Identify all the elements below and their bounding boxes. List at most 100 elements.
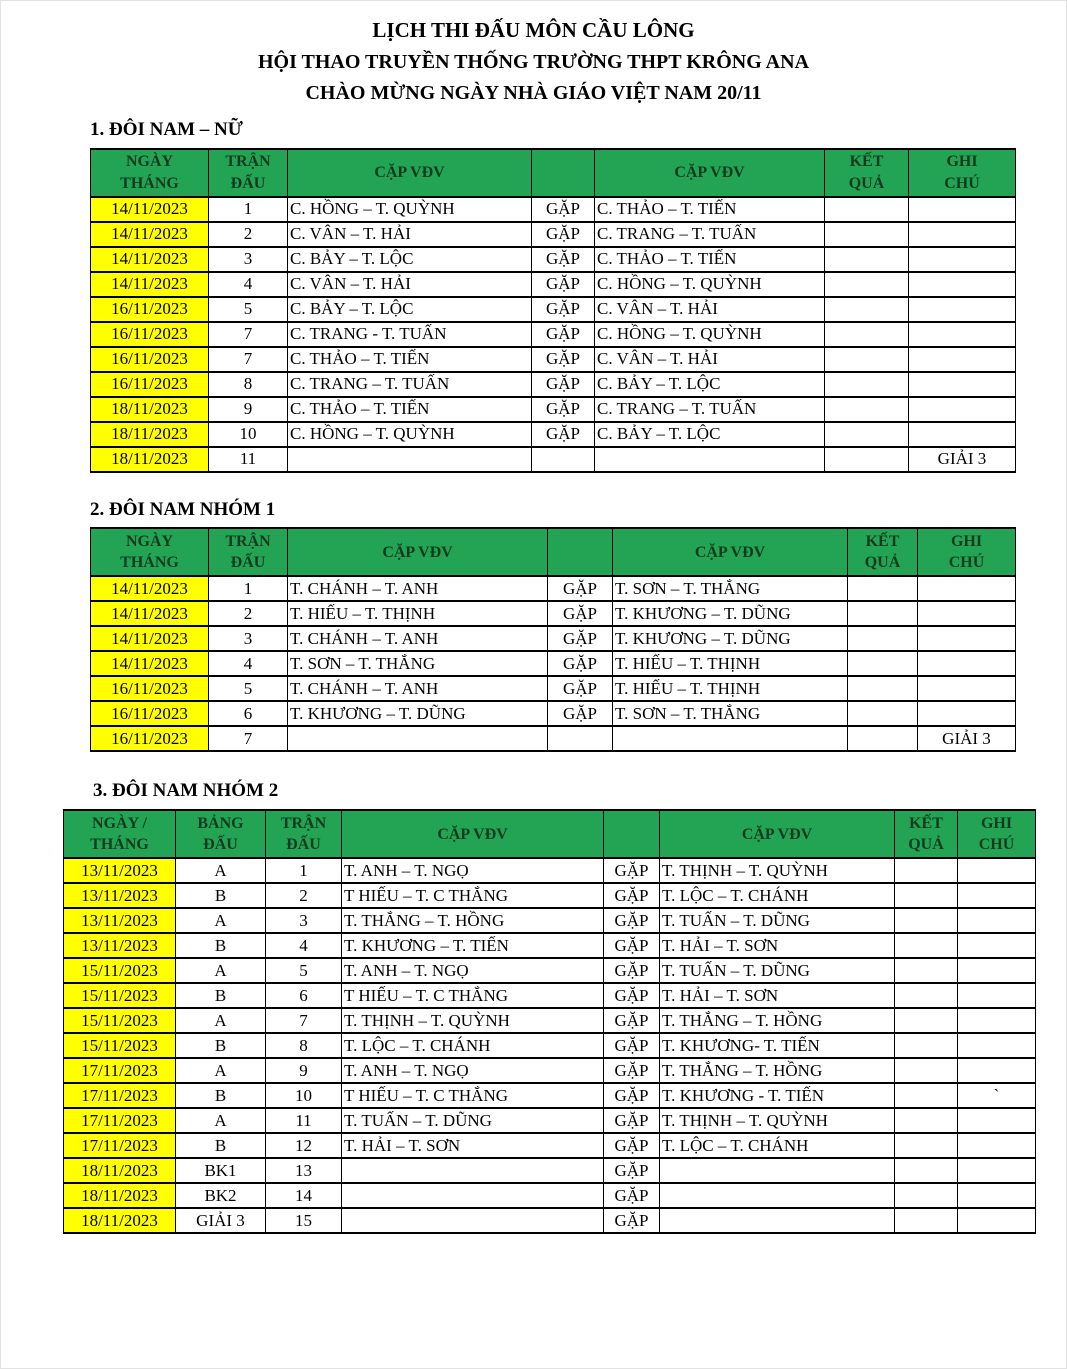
section-doi-nam-nhom-1: 2. ĐÔI NAM NHÓM 1 NGÀY THÁNG TRẬN ĐẤU CẶP … <box>1 499 1066 753</box>
column-header: CẶP VĐV <box>612 527 848 578</box>
cell-date: 15/11/2023 <box>63 957 176 985</box>
cell-vs: GẶP <box>603 1132 660 1160</box>
cell-vs: GẶP <box>531 195 595 223</box>
cell-pair: T HIẾU – T. C THẮNG <box>341 1082 604 1110</box>
column-header: BẢNG ĐẤU <box>175 809 266 860</box>
cell-note <box>908 195 1016 223</box>
cell-note <box>908 245 1016 273</box>
document-header: LỊCH THI ĐẤU MÔN CẦU LÔNG HỘI THAO TRUYỀ… <box>1 1 1066 110</box>
section-title: 1. ĐÔI NAM – NỮ <box>90 118 243 140</box>
cell-result <box>894 1182 958 1210</box>
table-row: 14/11/2023 3 C. BẢY – T. LỘC GẶP C. THẢO – T… <box>90 245 1016 273</box>
cell-center: A <box>175 957 266 985</box>
cell-vs: GẶP <box>531 295 595 323</box>
cell-pair: C. TRANG – T. TUẤN <box>287 370 532 398</box>
cell-pair: C. TRANG – T. TUẤN <box>594 395 825 423</box>
cell-pair: C. BẢY – T. LỘC <box>287 245 532 273</box>
cell-date: 14/11/2023 <box>90 625 209 653</box>
cell-pair <box>659 1182 895 1210</box>
cell-vs: GẶP <box>547 700 613 728</box>
table-row: 14/11/2023 4 C. VÂN – T. HẢI GẶP C. HỒNG – T… <box>90 270 1016 298</box>
cell-result <box>847 625 918 653</box>
cell-pair: C. BẢY – T. LỘC <box>594 370 825 398</box>
column-header: GHI CHÚ <box>957 809 1036 860</box>
cell-result <box>824 245 909 273</box>
cell-center: 3 <box>208 245 288 273</box>
cell-vs: GẶP <box>603 1182 660 1210</box>
cell-center: 7 <box>208 345 288 373</box>
column-header: CẶP VĐV <box>287 147 532 198</box>
cell-note <box>957 1157 1036 1185</box>
cell-vs <box>531 445 595 473</box>
cell-pair: C. VÂN – T. HẢI <box>287 270 532 298</box>
table-row: 13/11/2023 A 3 T. THẮNG – T. HỒNG GẶP T. TUẤN… <box>63 907 1036 935</box>
cell-center: 2 <box>265 882 342 910</box>
cell-pair <box>594 445 825 473</box>
cell-center: 6 <box>208 700 288 728</box>
cell-result <box>894 932 958 960</box>
cell-vs: GẶP <box>603 907 660 935</box>
cell-pair: T. LỘC – T. CHÁNH <box>659 882 895 910</box>
header-row: NGÀY / THÁNG BẢNG ĐẤU TRẬN ĐẤU CẶP VĐV CẶP V… <box>63 809 1036 860</box>
cell-date: 15/11/2023 <box>63 1007 176 1035</box>
cell-center: B <box>175 1082 266 1110</box>
cell-vs: GẶP <box>603 882 660 910</box>
cell-date: 14/11/2023 <box>90 195 209 223</box>
cell-pair: T. KHƯƠNG- T. TIẾN <box>659 1032 895 1060</box>
cell-center: 4 <box>208 650 288 678</box>
cell-pair: T. THẮNG – T. HỒNG <box>659 1007 895 1035</box>
table-row: 14/11/2023 2 T. HIẾU – T. THỊNH GẶP T. KHƯƠN… <box>90 600 1016 628</box>
cell-pair: T. ANH – T. NGỌ <box>341 1057 604 1085</box>
cell-note <box>917 700 1016 728</box>
cell-pair: T HIẾU – T. C THẮNG <box>341 882 604 910</box>
cell-center: 11 <box>265 1107 342 1135</box>
cell-pair: T. CHÁNH – T. ANH <box>287 675 548 703</box>
cell-pair: T. HẢI – T. SƠN <box>341 1132 604 1160</box>
cell-date: 17/11/2023 <box>63 1057 176 1085</box>
cell-result <box>824 370 909 398</box>
cell-center: 15 <box>265 1207 342 1235</box>
page-title-line-2: HỘI THAO TRUYỀN THỐNG TRƯỜNG THPT KRÔNG … <box>257 50 810 73</box>
cell-note <box>917 625 1016 653</box>
cell-date: 17/11/2023 <box>63 1132 176 1160</box>
cell-pair <box>659 1207 895 1235</box>
cell-center: 2 <box>208 220 288 248</box>
cell-date: 18/11/2023 <box>63 1182 176 1210</box>
cell-date: 13/11/2023 <box>63 907 176 935</box>
cell-vs: GẶP <box>531 345 595 373</box>
cell-result <box>824 420 909 448</box>
table-row: 18/11/2023 11 GIẢI 3 <box>90 445 1016 473</box>
table-row: 15/11/2023 A 7 T. THỊNH – T. QUỲNH GẶP T. THẮ… <box>63 1007 1036 1035</box>
column-header: TRẬN ĐẤU <box>208 527 288 578</box>
cell-pair: C. HỒNG – T. QUỲNH <box>287 195 532 223</box>
cell-pair: C. HỒNG – T. QUỲNH <box>287 420 532 448</box>
cell-center: B <box>175 982 266 1010</box>
schedule-table-mens-doubles-group-1: NGÀY THÁNG TRẬN ĐẤU CẶP VĐV CẶP VĐV KẾT QUẢ G… <box>90 527 1016 753</box>
cell-note <box>917 600 1016 628</box>
table-row: 13/11/2023 B 2 T HIẾU – T. C THẮNG GẶP T. LỘC… <box>63 882 1036 910</box>
cell-date: 16/11/2023 <box>90 700 209 728</box>
cell-result <box>824 220 909 248</box>
column-header: NGÀY / THÁNG <box>63 809 176 860</box>
cell-result <box>894 1057 958 1085</box>
cell-center: 10 <box>208 420 288 448</box>
cell-note <box>908 370 1016 398</box>
cell-note <box>957 1207 1036 1235</box>
cell-vs: GẶP <box>603 982 660 1010</box>
cell-pair <box>341 1182 604 1210</box>
cell-date: 16/11/2023 <box>90 345 209 373</box>
cell-date: 16/11/2023 <box>90 725 209 753</box>
cell-note <box>957 857 1036 885</box>
cell-pair <box>287 725 548 753</box>
cell-pair: C. VÂN – T. HẢI <box>287 220 532 248</box>
cell-vs: GẶP <box>547 675 613 703</box>
cell-center: 1 <box>208 575 288 603</box>
cell-note <box>908 220 1016 248</box>
cell-note <box>957 1057 1036 1085</box>
cell-pair: T. ANH – T. NGỌ <box>341 957 604 985</box>
cell-note <box>957 1107 1036 1135</box>
cell-pair: C. VÂN – T. HẢI <box>594 345 825 373</box>
table-row: 16/11/2023 7 GIẢI 3 <box>90 725 1016 753</box>
column-header: CẶP VĐV <box>594 147 825 198</box>
